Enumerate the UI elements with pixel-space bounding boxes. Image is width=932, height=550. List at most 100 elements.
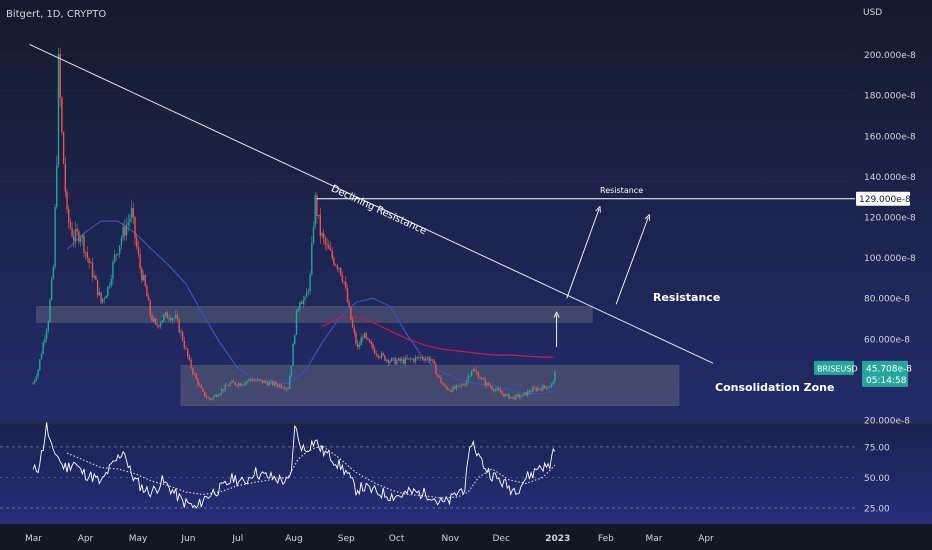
symbol-title[interactable]: Bitgert, 1D, CRYPTO [6,9,106,20]
zones-layer [0,54,855,421]
declining-resistance-trendline[interactable] [29,43,714,364]
candle-body [51,278,53,300]
rsi-tick-label: 25.00 [864,504,890,514]
time-tick-label: Dec [493,534,510,544]
candle-body [447,387,449,390]
candle-body [309,274,311,291]
candle-body [413,358,415,362]
candle-body [493,389,495,391]
candle-body [158,325,160,327]
candle-body [232,381,235,383]
candle-body [549,386,551,388]
candle-body [181,331,184,341]
candle-body [501,392,503,394]
candle-body [550,383,553,387]
candle-body [62,132,65,164]
candle-body [316,195,318,216]
price-tick-label: 20.000e-8 [864,417,910,427]
candle-body [100,292,102,303]
candle-body [115,254,117,256]
candle-body [146,285,148,297]
candle-body [134,217,136,239]
time-tick-label: Mar [646,534,663,544]
candle-body [350,306,352,321]
time-tick-label: Feb [598,534,614,544]
candle-body [265,380,267,383]
candle-body [445,386,447,388]
candle-body [511,396,514,398]
candle-body [231,381,233,383]
candle-body [302,300,304,305]
projection-arrow[interactable] [566,209,599,299]
candle-body [188,356,191,361]
drawings-layer[interactable] [29,43,855,364]
candle-body [333,258,335,265]
candle-body [408,358,410,360]
price-tick-label: 60.000e-8 [864,335,910,345]
consolidation-zone-box[interactable] [180,364,680,407]
candle-body [397,358,400,361]
candle-body [176,314,179,320]
candle-body [221,389,223,394]
candle-body [380,353,383,358]
candle-body [236,384,238,386]
candle-body [528,391,531,393]
candle-body [515,394,517,400]
candle-body [120,238,123,246]
candle-body [78,231,80,242]
candle-body [428,357,430,361]
resistance-zone-box[interactable] [36,306,593,323]
symbol-tag [814,360,854,375]
candle-body [402,359,405,364]
candle-body [122,226,124,239]
candle-body [74,228,77,241]
candle-body [554,371,556,382]
moving-average-red [321,315,554,358]
candle-body [375,353,378,355]
candle-body [377,354,379,358]
candle-body [450,390,452,392]
candle-body [137,246,140,255]
candle-body [168,318,170,320]
rsi-line [32,422,556,509]
candle-body [362,337,364,339]
candle-body [144,275,146,286]
candle-body [401,359,403,362]
candle-body [159,322,162,327]
candle-body [164,312,167,316]
projection-arrow[interactable] [615,217,648,305]
candle-body [192,368,194,374]
resistance-line-label: Resistance [600,186,643,195]
candle-body [472,369,474,371]
candle-body [525,392,527,396]
price-tick-label: 160.000e-8 [864,132,916,142]
candle-body [382,353,384,356]
price-tick-label: 180.000e-8 [864,92,916,102]
candle-body [153,318,155,322]
candle-body [37,369,39,377]
candle-body [374,349,376,354]
rsi-signal-line [66,445,556,499]
candle-body [243,384,245,386]
time-tick-label: Jul [231,534,243,544]
candle-body [147,296,150,301]
candle-body [508,394,510,399]
candle-body [317,214,320,216]
candle-body [469,375,471,377]
candle-body [273,381,276,386]
candle-body [127,221,129,226]
candle-body [396,360,398,365]
price-tick-label: 100.000e-8 [864,254,916,264]
candle-body [494,389,497,391]
bar-countdown: 05:14:58 [866,376,907,386]
candle-body [319,214,321,237]
candle-body [421,357,423,359]
candle-body [365,333,367,338]
candle-body [95,275,97,280]
candle-body [163,315,165,321]
candle-body [68,209,70,223]
candle-body [185,347,187,349]
candle-body [328,244,330,249]
candle-body [275,381,277,385]
